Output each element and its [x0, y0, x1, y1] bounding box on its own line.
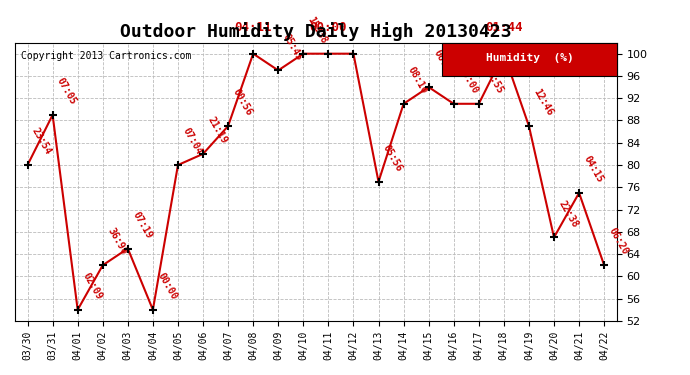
Text: 07:05: 07:05 [55, 76, 79, 106]
Text: 22:38: 22:38 [557, 199, 580, 229]
Title: Outdoor Humidity Daily High 20130423: Outdoor Humidity Daily High 20130423 [120, 22, 511, 41]
Text: 04:11: 04:11 [235, 21, 272, 34]
Text: 06:20: 06:20 [607, 226, 630, 257]
Text: 07:19: 07:19 [130, 210, 154, 240]
Text: 02:09: 02:09 [80, 271, 104, 302]
Text: 15:38: 15:38 [306, 15, 329, 45]
Text: 05:56: 05:56 [381, 143, 404, 173]
FancyBboxPatch shape [442, 42, 617, 76]
Text: 23:54: 23:54 [30, 126, 53, 157]
Text: 00:00: 00:00 [456, 65, 480, 96]
Text: 05:45: 05:45 [281, 32, 304, 62]
Text: 16:55: 16:55 [482, 65, 504, 96]
Text: 01:44: 01:44 [485, 21, 522, 34]
Text: Humidity  (%): Humidity (%) [486, 53, 573, 63]
Text: 00:00: 00:00 [155, 271, 179, 302]
Text: 06:37: 06:37 [431, 48, 455, 79]
Text: 07:04: 07:04 [181, 126, 204, 157]
Text: Copyright 2013 Cartronics.com: Copyright 2013 Cartronics.com [21, 51, 191, 61]
Text: 00:56: 00:56 [230, 87, 254, 118]
Text: 36:90: 36:90 [106, 226, 128, 257]
Text: 12:46: 12:46 [531, 87, 555, 118]
Text: 08:10: 08:10 [406, 65, 429, 96]
Text: 00:00: 00:00 [310, 21, 347, 34]
Text: 21:19: 21:19 [206, 115, 229, 146]
Text: 04:15: 04:15 [582, 154, 605, 184]
